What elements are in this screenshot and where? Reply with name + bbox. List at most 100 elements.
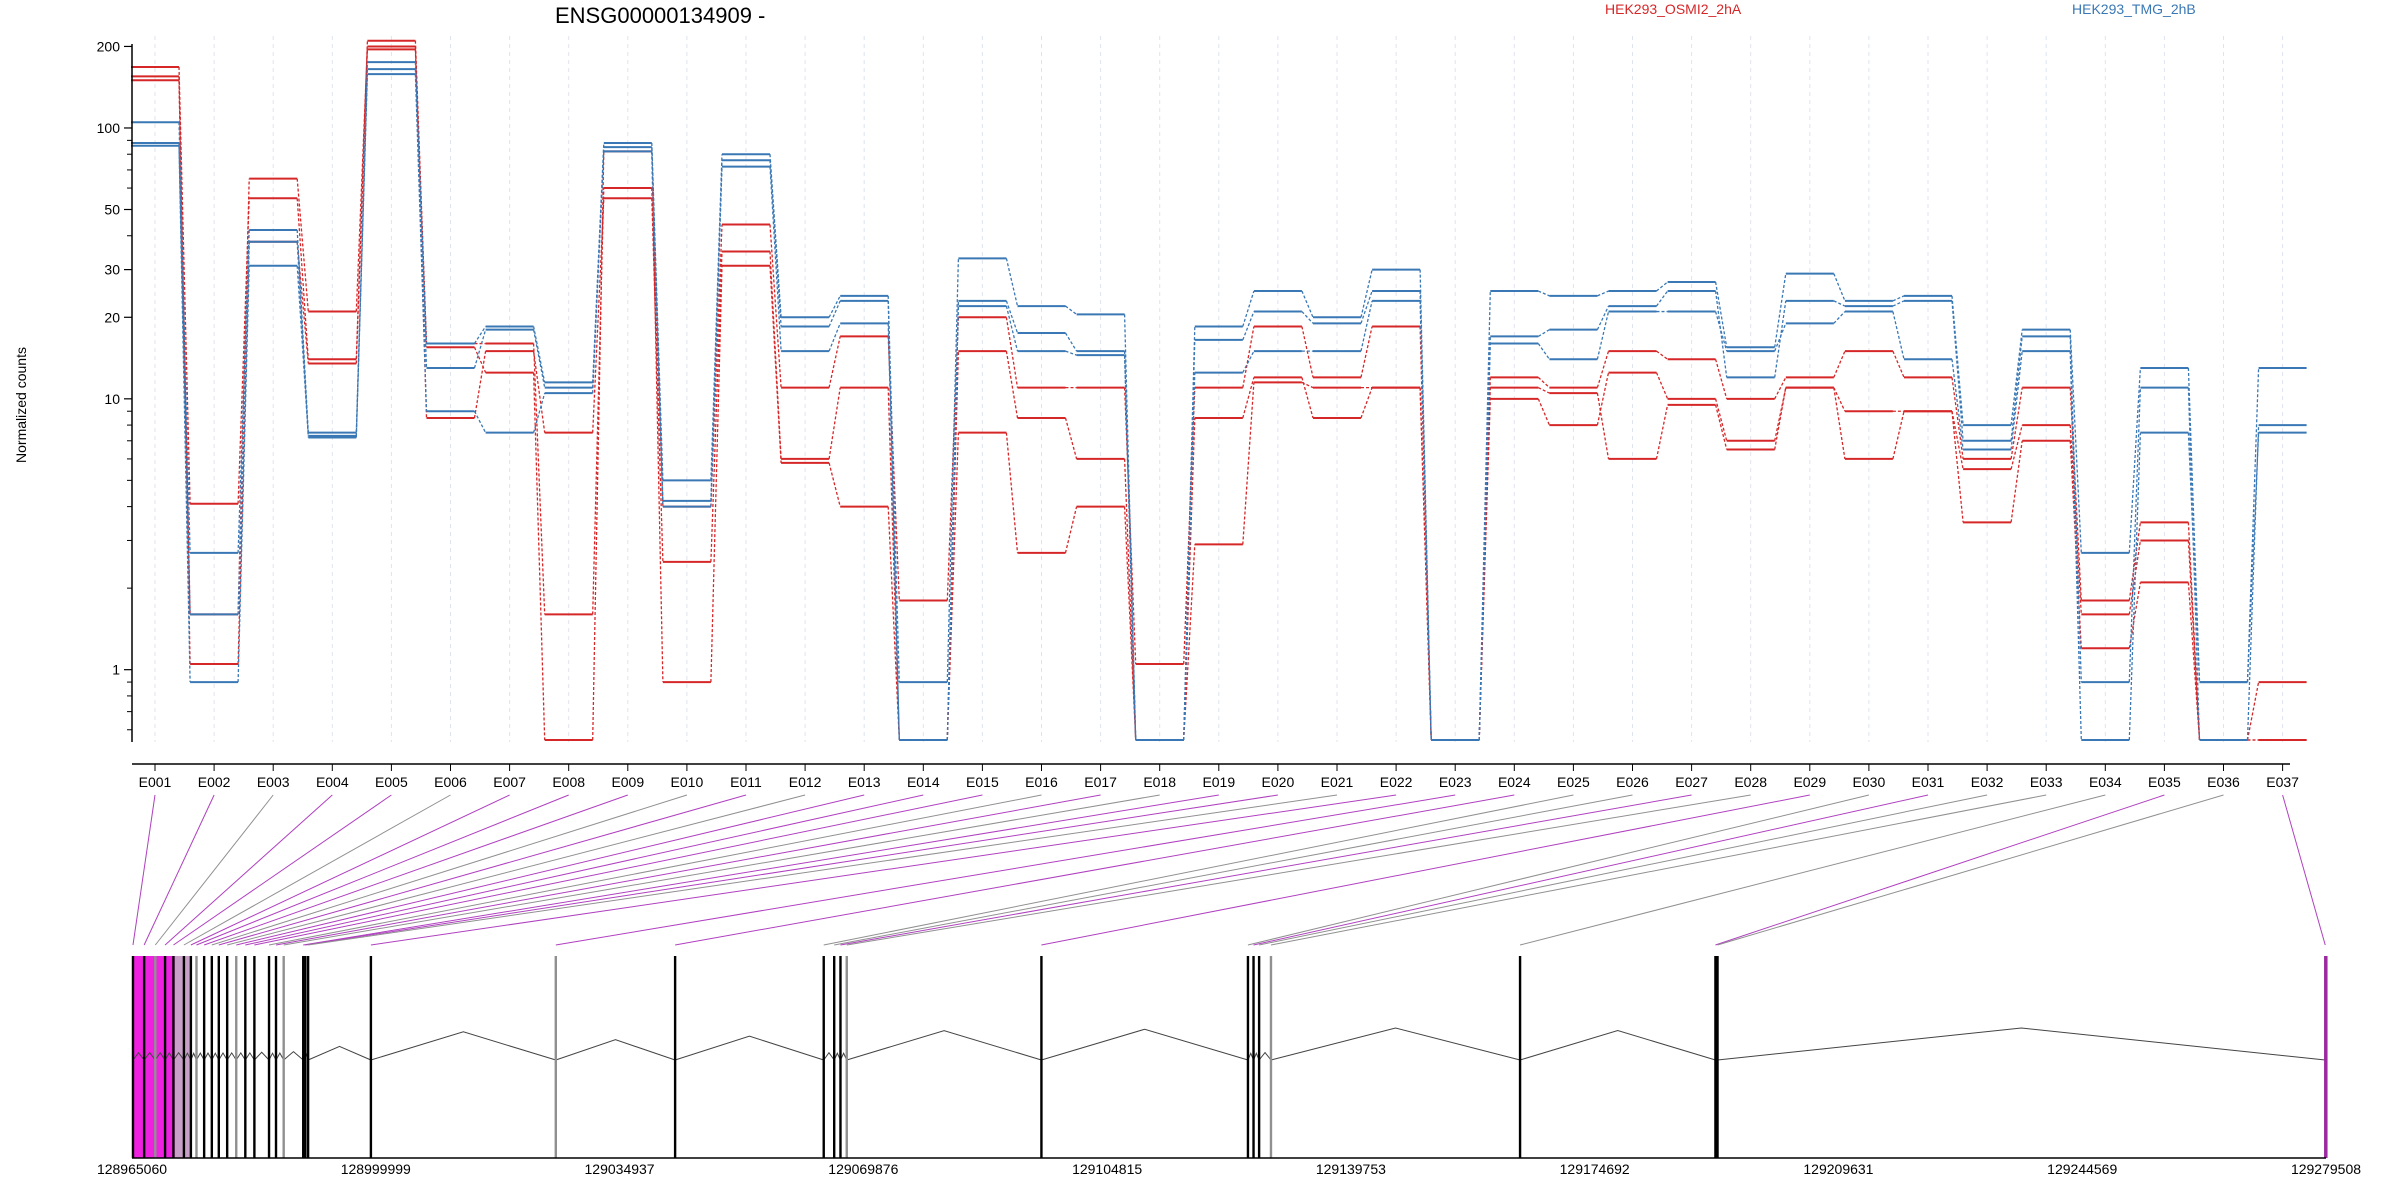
exon-bar-E016 [267, 956, 271, 1158]
intron-line [154, 1051, 166, 1061]
genome-coord-label: 129244569 [2047, 1161, 2117, 1177]
series-connector [178, 49, 2259, 741]
y-tick-label: 100 [97, 120, 121, 136]
exon-bar-E009 [202, 956, 206, 1158]
x-tick-label: E036 [2207, 774, 2240, 790]
exon-bar-E035 [1714, 956, 1717, 1158]
intron-line [370, 1031, 556, 1061]
x-tick-label: E005 [375, 774, 408, 790]
exon-bar-E032 [1257, 956, 1261, 1158]
x-tick-label: E031 [1912, 774, 1945, 790]
x-tick-label: E003 [257, 774, 290, 790]
exon-connector-E033 [1270, 794, 2047, 946]
genome-coord-label: 129174692 [1560, 1161, 1630, 1177]
intron-line [203, 1052, 213, 1061]
exon-bar-E018 [282, 956, 285, 1158]
legend-entry-osmi2: HEK293_OSMI2_2hA [1605, 1, 1742, 17]
exon-connector-E037 [2282, 794, 2326, 946]
exon-connector-E023 [555, 794, 1456, 946]
x-tick-label: E011 [730, 774, 762, 790]
intron-line [226, 1051, 237, 1061]
exon-connector-E014 [245, 794, 924, 946]
exon-connector-E021 [308, 794, 1338, 946]
exon-connector-E012 [227, 794, 806, 946]
exon-bar-E031 [1252, 956, 1255, 1158]
exon-bar-E003 [154, 956, 157, 1158]
intron-line [164, 1052, 174, 1061]
series-5 [131, 73, 2307, 741]
exon-bar-E036 [1716, 956, 1719, 1158]
series-lines [131, 39, 2307, 741]
y-tick-label: 10 [104, 391, 120, 407]
exon-connector-E030 [1247, 794, 1870, 946]
genome-coord-label: 129104815 [1072, 1161, 1142, 1177]
exon-connectors [132, 794, 2326, 946]
intron-line [1519, 1030, 1716, 1061]
exon-connector-E006 [183, 794, 451, 946]
gene-model: 128965060 128999999 129034937 129069876 1291… [97, 956, 2361, 1177]
exon-connector-E010 [211, 794, 688, 946]
x-tick-label: E029 [1793, 774, 1826, 790]
exon-connector-E017 [275, 794, 1101, 946]
exon-connector-E019 [303, 794, 1219, 946]
x-tick-label: E028 [1734, 774, 1767, 790]
x-tick-label: E020 [1262, 774, 1295, 790]
exon-bar-E014 [244, 956, 247, 1158]
x-tick-label: E034 [2089, 774, 2122, 790]
intron-line [173, 1051, 185, 1061]
x-tick-label: E016 [1025, 774, 1058, 790]
intron-line [218, 1052, 228, 1061]
x-tick-label: E021 [1321, 774, 1354, 790]
exon-connector-E008 [196, 794, 569, 946]
y-tick-label: 20 [104, 309, 120, 325]
genome-coord-label: 128999999 [341, 1161, 411, 1177]
exon-connector-E011 [218, 794, 747, 946]
exon-bar-E002 [142, 956, 146, 1158]
genome-coord-label: 129209631 [1803, 1161, 1873, 1177]
exon-bar-E029 [1040, 956, 1043, 1158]
exon-connector-E016 [268, 794, 1042, 946]
y-tick-label: 200 [97, 38, 121, 54]
x-tick-label: E032 [1971, 774, 2004, 790]
exon-bar-E037 [2324, 956, 2328, 1158]
genome-coord-label: 129139753 [1316, 1161, 1386, 1177]
intron-line [1270, 1027, 1521, 1061]
x-tick-label: E010 [671, 774, 704, 790]
x-tick-label: E012 [789, 774, 822, 790]
exon-connector-E036 [1717, 794, 2224, 946]
intron-line [1717, 1027, 2326, 1061]
genome-coord-label: 128965060 [97, 1161, 167, 1177]
exon-bar-E028 [845, 956, 848, 1158]
x-tick-label: E019 [1202, 774, 1235, 790]
genome-coord-label: 129279508 [2291, 1161, 2361, 1177]
exon-bar-E019 [302, 956, 305, 1158]
x-tick-label: E035 [2148, 774, 2181, 790]
x-tick-label: E025 [1557, 774, 1590, 790]
y-axis-label: Normalized counts [13, 347, 29, 463]
x-tick-label: E001 [139, 774, 172, 790]
exon-connector-E035 [1715, 794, 2165, 946]
exon-connector-E009 [203, 794, 628, 946]
exon-connector-E005 [173, 794, 392, 946]
exon-connector-E025 [823, 794, 1574, 946]
series-connector [178, 74, 2260, 741]
exon-connector-E018 [283, 794, 1160, 946]
exon-connector-E031 [1253, 794, 1929, 946]
x-tick-label: E027 [1675, 774, 1708, 790]
legend-entry-tmg: HEK293_TMG_2hB [2072, 1, 2196, 17]
exon-bar-E011 [217, 956, 220, 1158]
exon-bar-E026 [832, 956, 836, 1158]
exon-bar-E006 [182, 956, 186, 1158]
x-tick-label: E022 [1380, 774, 1413, 790]
x-tick-label: E006 [434, 774, 467, 790]
intron-line [555, 1039, 676, 1061]
intron-line [846, 1030, 1042, 1061]
exon-connector-E027 [840, 794, 1692, 946]
intron-line [235, 1051, 246, 1061]
exon-connector-E004 [164, 794, 333, 946]
exon-connector-E001 [132, 794, 156, 946]
exon-bar-E025 [822, 956, 825, 1158]
exon-bar-E012 [225, 956, 229, 1158]
x-tick-label: E037 [2266, 774, 2299, 790]
